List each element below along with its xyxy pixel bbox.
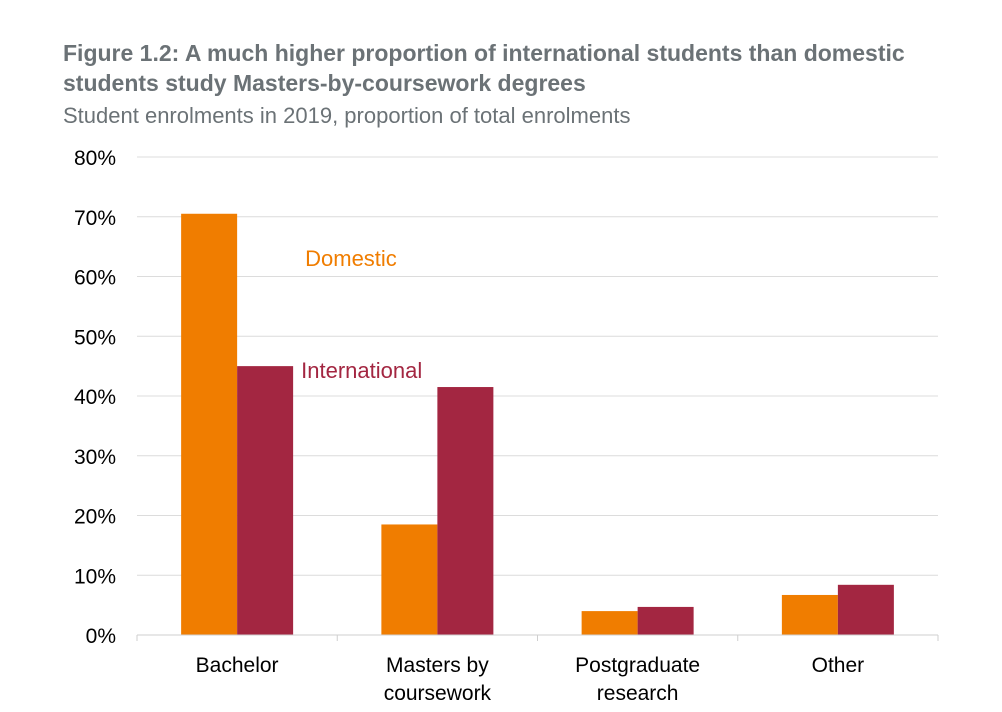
bar-international: [637, 606, 694, 635]
bar-international: [437, 387, 494, 635]
y-axis: 0% 10% 20% 30% 40% 50% 60% 70% 80%: [74, 147, 116, 648]
x-category-label-line: Bachelor: [196, 654, 279, 677]
y-tick-label: 40%: [74, 386, 116, 409]
bar-domestic: [181, 213, 238, 635]
x-category-label-line: coursework: [384, 682, 492, 705]
y-tick-label: 50%: [74, 326, 116, 349]
y-tick-label: 20%: [74, 506, 116, 529]
series-label-international: International: [301, 358, 422, 383]
x-category-label-line: Masters by: [386, 654, 489, 677]
bar-international: [837, 584, 894, 635]
bar-domestic: [381, 524, 438, 635]
chart-subtitle: Student enrolments in 2019, proportion o…: [63, 103, 631, 128]
series-label-domestic: Domestic: [305, 246, 397, 271]
series-labels: Domestic International: [301, 246, 422, 383]
x-category-label: Bachelor: [196, 654, 279, 677]
x-category-label-line: Other: [812, 654, 865, 677]
x-category-label-line: Postgraduate: [575, 654, 700, 677]
bar-domestic: [581, 611, 638, 635]
bar-international: [237, 366, 294, 635]
x-axis: Bachelor Masters by coursework Postgraduate…: [136, 634, 939, 705]
bar-domestic: [781, 594, 838, 635]
y-tick-label: 0%: [86, 625, 116, 648]
x-category-label: Other: [812, 654, 865, 677]
y-tick-label: 10%: [74, 565, 116, 588]
x-category-label: Masters by coursework: [384, 654, 492, 705]
y-tick-label: 30%: [74, 446, 116, 469]
y-tick-label: 60%: [74, 267, 116, 290]
x-category-label-line: research: [597, 682, 679, 705]
x-category-label: Postgraduate research: [575, 654, 700, 705]
y-tick-label: 70%: [74, 207, 116, 230]
chart-title: Figure 1.2: A much higher proportion of …: [63, 40, 905, 96]
y-tick-label: 80%: [74, 147, 116, 170]
bars: [181, 213, 894, 635]
